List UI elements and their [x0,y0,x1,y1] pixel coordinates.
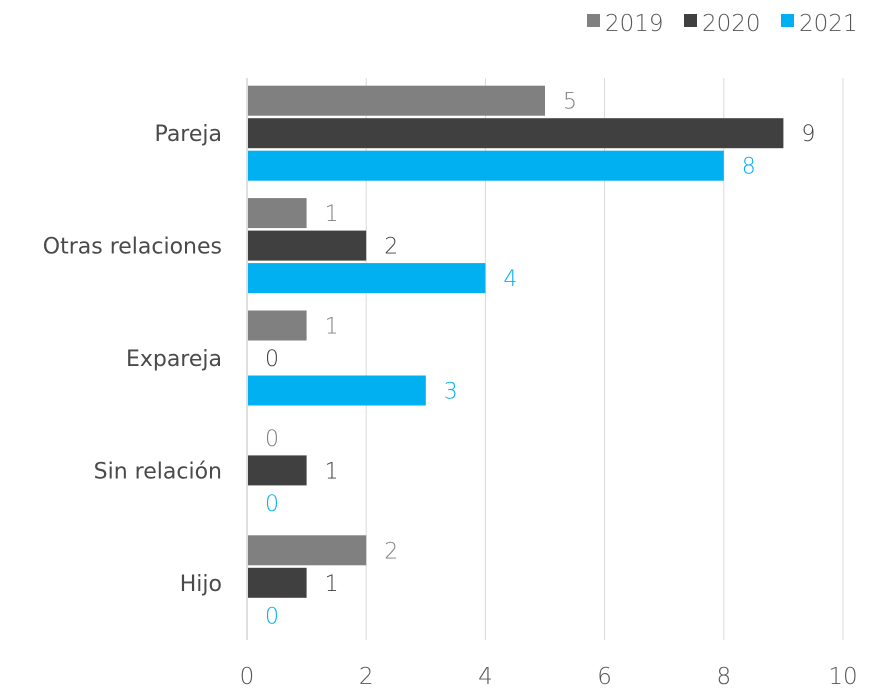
category-label: Expareja [126,347,222,372]
x-tick-label: 4 [478,664,493,688]
bar [248,375,426,406]
data-label: 1 [325,459,339,484]
legend-label: 2020 [702,11,761,37]
bars [248,85,784,598]
bar [248,535,367,566]
bar [248,230,367,261]
data-label: 1 [325,202,339,227]
legend-swatch [781,14,794,27]
category-label: Sin relación [94,459,222,484]
legend-label: 2021 [799,11,858,37]
bar [248,85,545,116]
x-tick-label: 0 [240,664,255,688]
legend: 2019 2020 2021 [587,11,858,37]
data-label: 5 [563,90,577,115]
bar [248,263,486,294]
data-label: 0 [265,604,279,629]
bar [248,150,724,181]
data-label: 0 [265,427,279,452]
bar [248,198,307,229]
data-label: 2 [384,539,398,564]
x-tick-label: 2 [359,664,374,688]
x-tick-label: 6 [597,664,612,688]
data-label: 4 [503,267,517,292]
data-labels: 5 9 8 1 2 4 1 0 3 0 1 0 2 1 0 [265,90,815,630]
data-label: 1 [325,315,339,340]
bar [248,118,784,149]
x-tick-label: 10 [828,664,857,688]
x-tick-label: 8 [716,664,731,688]
legend-label: 2019 [605,11,664,37]
data-label: 0 [265,492,279,517]
data-label: 9 [801,122,815,147]
data-label: 3 [444,380,458,405]
x-axis-ticks: 0 2 4 6 8 10 [240,664,858,688]
category-label: Otras relaciones [43,235,222,260]
bar [248,455,307,486]
category-label: Hijo [180,572,222,597]
legend-swatch [587,14,600,27]
data-label: 0 [265,347,279,372]
bar [248,567,307,598]
category-labels: Pareja Otras relaciones Expareja Sin relaci… [43,122,222,597]
category-label: Pareja [155,122,222,147]
legend-swatch [684,14,697,27]
data-label: 1 [325,572,339,597]
bar [248,310,307,341]
data-label: 2 [384,235,398,260]
data-label: 8 [742,155,756,180]
